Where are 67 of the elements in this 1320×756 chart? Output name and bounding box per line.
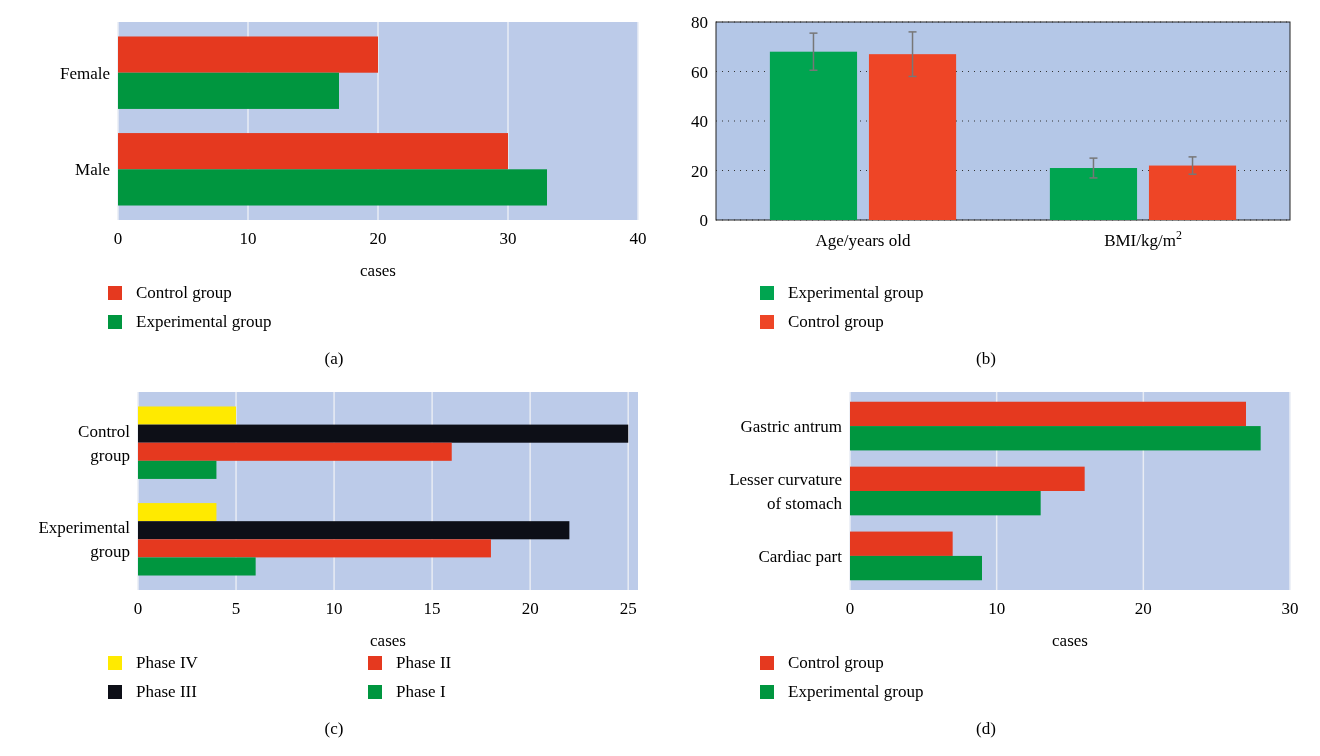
x-tick-label: 25 [619, 599, 637, 618]
bar [118, 72, 339, 109]
x-tick-label: 5 [231, 599, 241, 618]
bar [138, 539, 491, 558]
legend-label: Experimental group [788, 283, 924, 302]
bar [850, 466, 1085, 491]
x-tick-label: 20 [1134, 599, 1152, 618]
y-tick-label: Lesser curvature of stomach [729, 470, 843, 513]
bar [850, 531, 953, 556]
x-tick-label: BMI/kg/m$^{2}$ [1104, 228, 1182, 250]
y-tick-label: Female [59, 63, 110, 83]
legend-label: Control group [788, 653, 884, 672]
legend-label: Phase I [396, 682, 446, 701]
x-axis-title: cases [360, 261, 396, 280]
bar [118, 36, 378, 73]
legend-label: Experimental group [788, 682, 924, 701]
text: (b) [976, 349, 996, 368]
bar [850, 491, 1041, 516]
bar [850, 555, 982, 581]
y-tick-label: 0 [699, 211, 708, 230]
x-tick-label: 10 [325, 599, 343, 618]
bar [138, 503, 217, 522]
x-tick-label: 20 [369, 229, 387, 248]
x-tick-label: 30 [1281, 599, 1299, 618]
bar [769, 51, 858, 220]
legend-label: Control group [136, 283, 232, 302]
y-tick-label: 20 [691, 161, 708, 181]
y-tick-label: 80 [691, 13, 708, 32]
legend-label: Experimental group [136, 312, 272, 331]
text: (a) [324, 349, 344, 368]
y-tick-label: Experimental group [38, 518, 131, 562]
bar [868, 54, 957, 220]
y-tick-label: Cardiac part [758, 546, 843, 566]
legend-label: Control group [788, 312, 884, 331]
x-tick-label: 15 [423, 599, 441, 618]
text: (c) [324, 719, 344, 738]
x-tick-label: 20 [521, 599, 539, 618]
bar [118, 133, 508, 170]
x-axis-title: cases [370, 631, 406, 650]
bar [138, 442, 452, 461]
bar [138, 406, 237, 425]
bar [1049, 168, 1138, 220]
x-tick-label: 0 [133, 599, 143, 618]
x-tick-label: 40 [629, 229, 647, 248]
bar [138, 460, 217, 479]
bar [850, 401, 1246, 427]
bar [138, 424, 629, 443]
x-tick-label: 30 [499, 229, 517, 248]
x-axis-title: cases [1052, 631, 1088, 650]
text: (d) [976, 719, 996, 738]
y-tick-label: Male [75, 160, 110, 180]
y-tick-label: 60 [691, 62, 708, 82]
legend-label: Phase IV [136, 653, 199, 672]
bar [138, 557, 256, 576]
y-tick-label: Gastric antrum [740, 417, 842, 437]
x-tick-label: 10 [988, 599, 1006, 618]
bar [138, 521, 570, 540]
bar [118, 169, 547, 206]
legend-label: Phase II [396, 653, 452, 672]
bar [850, 426, 1261, 451]
x-tick-label: Age/years old [815, 231, 911, 250]
legend-label: Phase III [136, 682, 198, 701]
y-tick-label: Control group [78, 421, 131, 465]
x-tick-label: 0 [845, 599, 855, 618]
y-tick-label: 40 [691, 112, 708, 131]
x-tick-label: 10 [239, 229, 257, 248]
bar [1148, 165, 1237, 220]
